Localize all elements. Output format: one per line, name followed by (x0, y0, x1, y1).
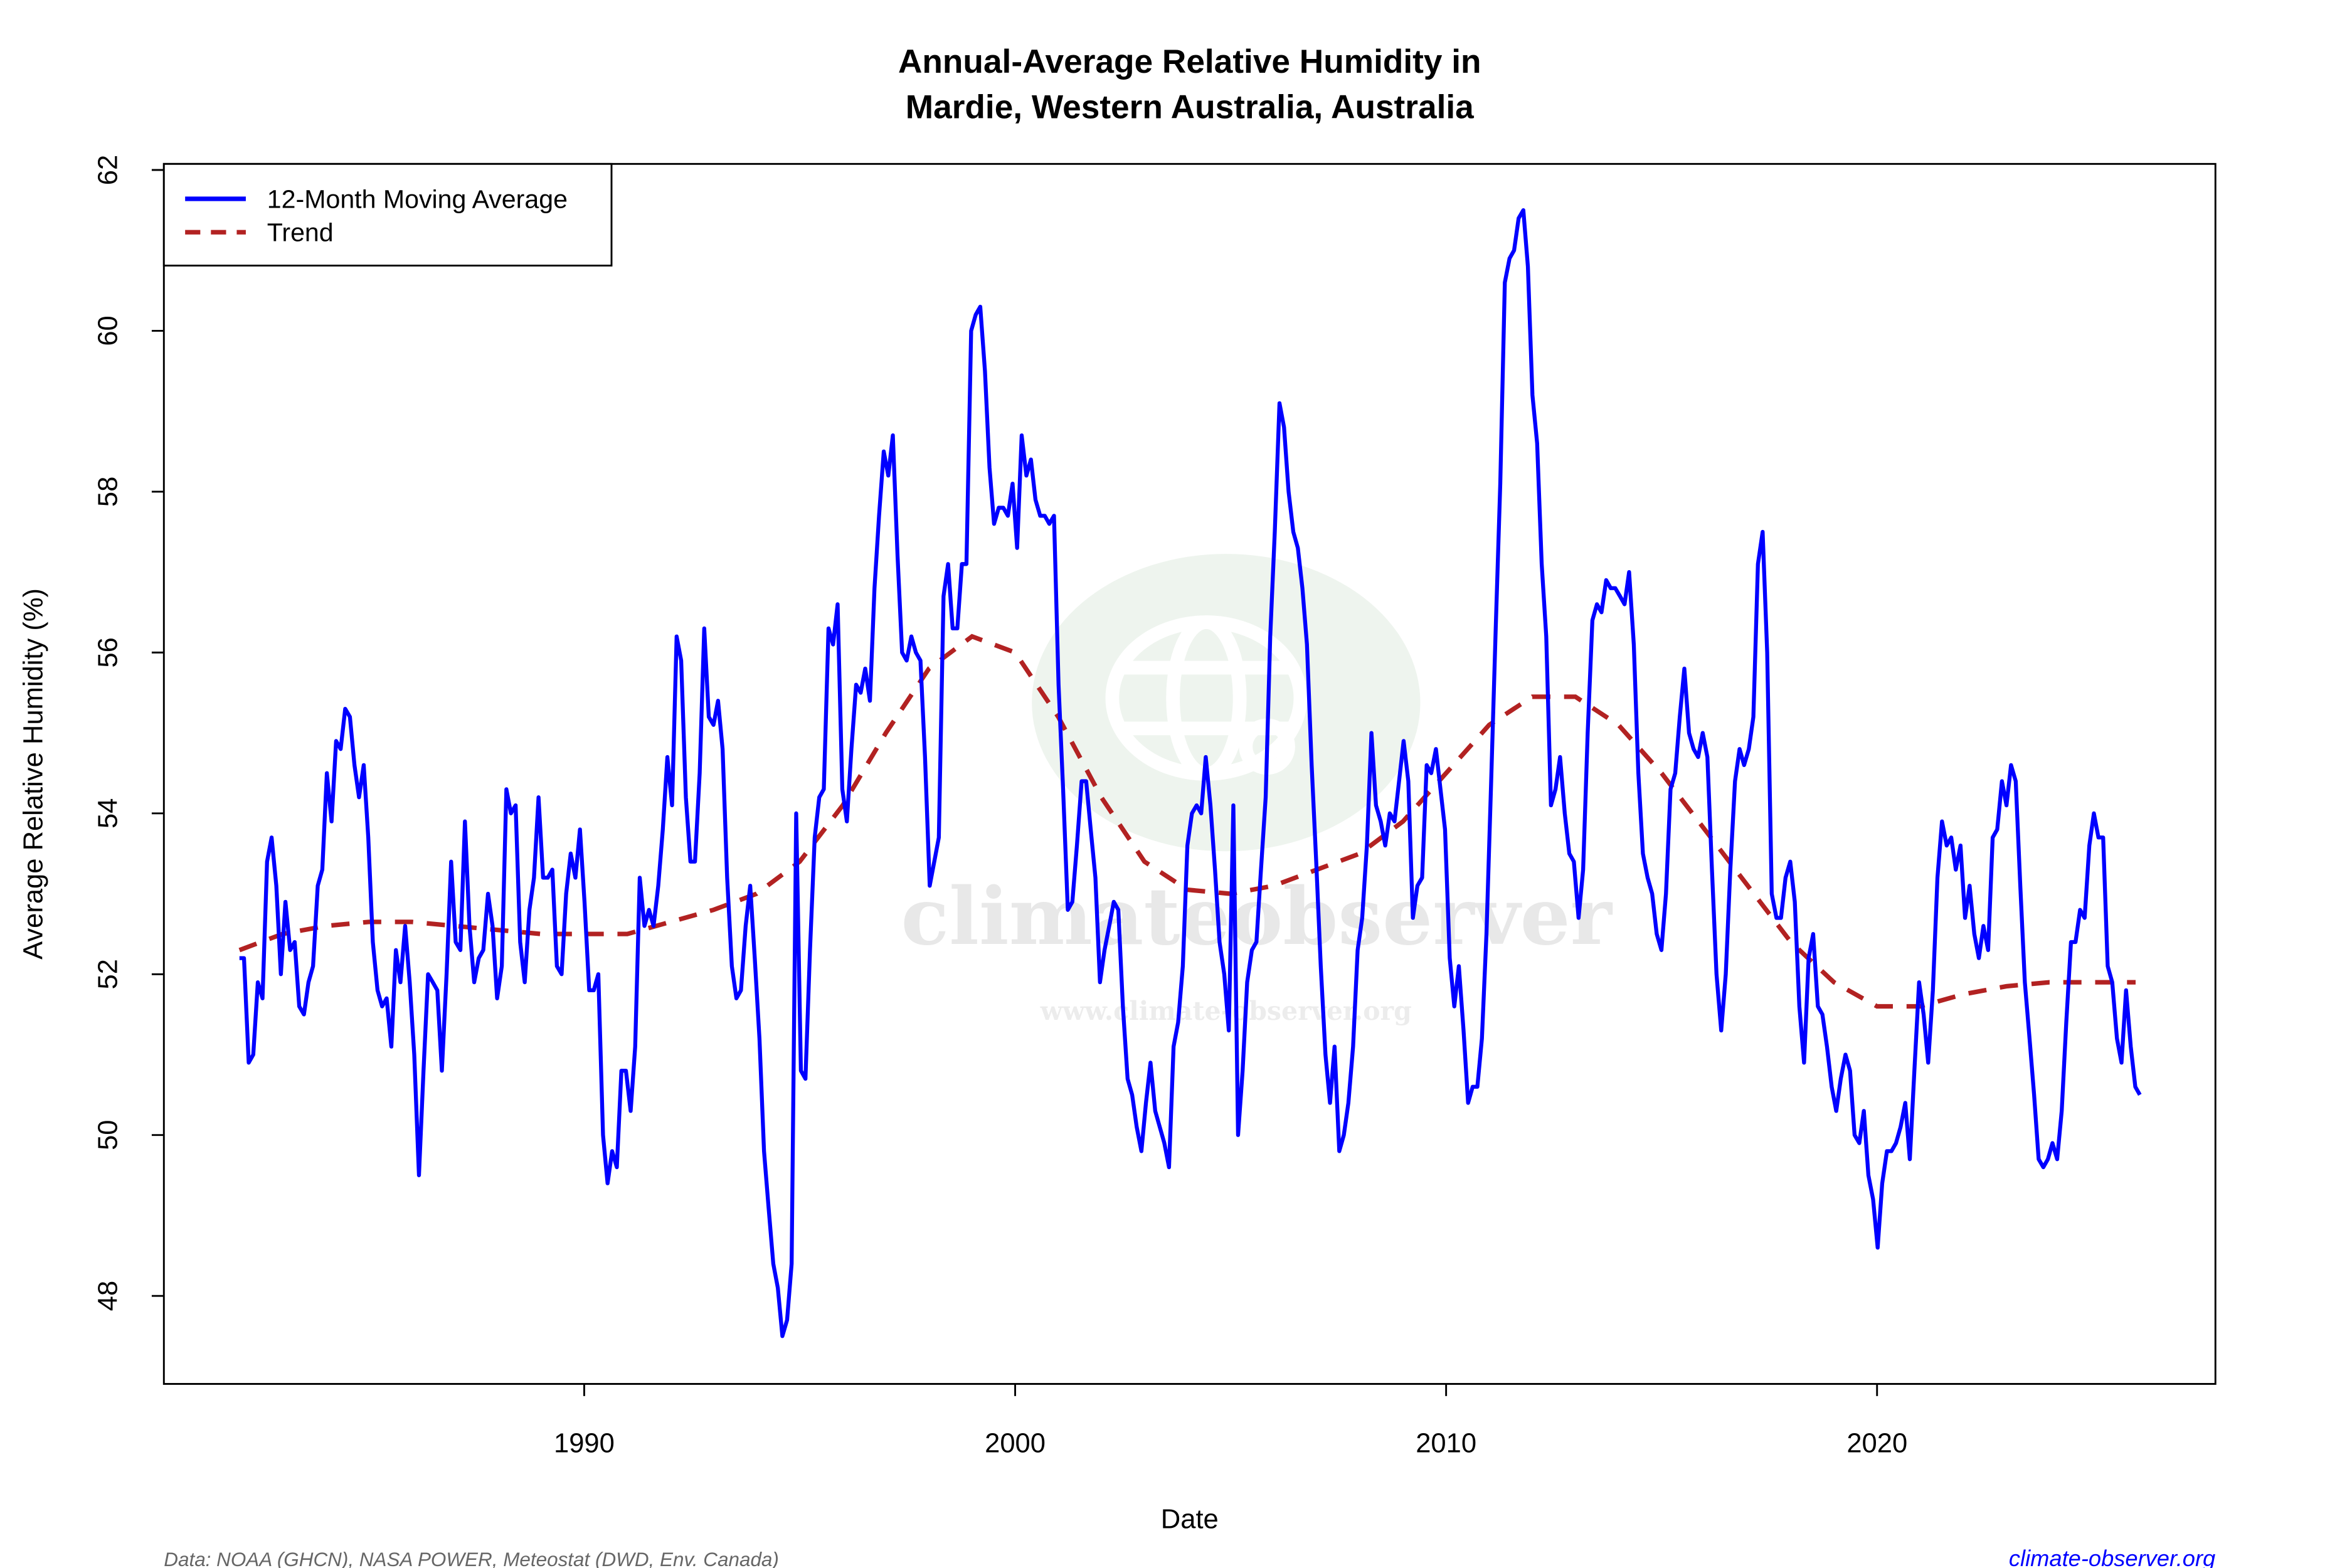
y-tick-label-58: 58 (93, 477, 123, 507)
legend-box (162, 162, 613, 267)
legend: 12-Month Moving Average Trend (162, 162, 613, 267)
watermark-ellipse (1032, 554, 1421, 852)
watermark: climateobserver www.climate-observer.org (901, 554, 1613, 1026)
axes: 1990 2000 2010 2020 48 50 52 54 56 58 60 62 (93, 155, 1907, 1459)
chart-title-line1: Annual-Average Relative Humidity in (898, 43, 1481, 80)
site-link[interactable]: climate-observer.org (2009, 1545, 2215, 1568)
x-tick-label-1990: 1990 (554, 1428, 615, 1458)
plot-frame (162, 162, 2217, 1385)
y-tick-label-50: 50 (93, 1120, 123, 1150)
chart-title-line2: Mardie, Western Australia, Australia (906, 89, 1474, 126)
y-tick-label-60: 60 (93, 315, 123, 346)
x-axis-label: Date (1161, 1504, 1219, 1534)
moving-average-line (239, 208, 2142, 1338)
y-tick-label-52: 52 (93, 959, 123, 989)
y-tick-label-62: 62 (93, 155, 123, 185)
legend-label-moving-average: 12-Month Moving Average (267, 184, 568, 213)
y-tick-label-54: 54 (93, 798, 123, 829)
y-tick-label-56: 56 (93, 637, 123, 667)
y-tick-label-48: 48 (93, 1281, 123, 1311)
series-layer (238, 208, 2142, 1338)
x-tick-label-2010: 2010 (1416, 1428, 1476, 1458)
x-tick-label-2020: 2020 (1846, 1428, 1907, 1458)
data-source-note: Data: NOAA (GHCN), NASA POWER, Meteostat… (164, 1549, 779, 1568)
legend-label-trend: Trend (267, 218, 334, 247)
x-tick-label-2000: 2000 (985, 1428, 1046, 1458)
y-axis-label: Average Relative Humidity (%) (19, 588, 49, 960)
